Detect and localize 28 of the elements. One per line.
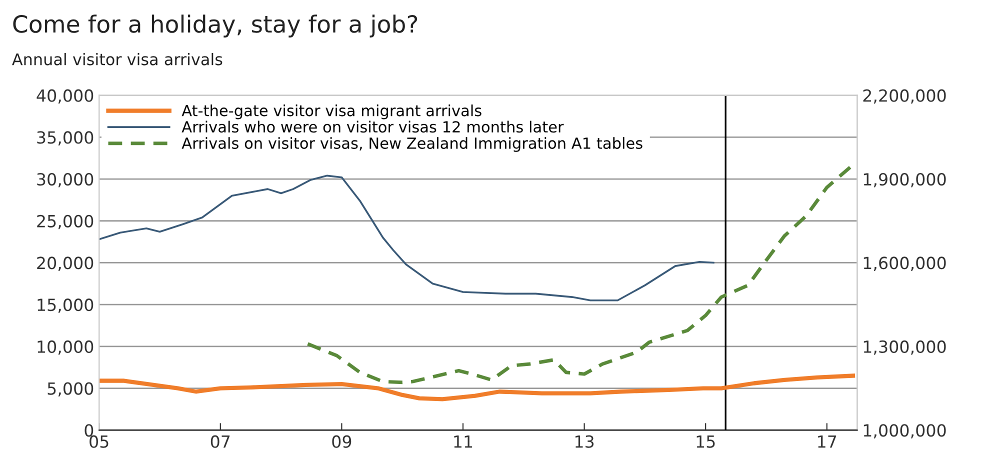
chart-subtitle: Annual visitor visa arrivals: [12, 52, 222, 66]
x-tick-label: 17: [818, 436, 836, 448]
y-tick-label: 0: [84, 424, 94, 437]
y2-tick-label: 1,600,000: [864, 256, 946, 271]
line-series: [99, 174, 714, 302]
line-series: [99, 374, 856, 402]
chart-title: Come for a holiday, stay for a job?: [13, 14, 418, 38]
x-tick-label: 15: [696, 436, 715, 448]
y-tick-label: 5,000: [48, 382, 94, 397]
y2-tick-label: 2,200,000: [863, 89, 946, 104]
y-tick-label: 30,000: [37, 172, 94, 188]
y-tick-label: 15,000: [38, 298, 94, 313]
x-tick-label: 13: [576, 435, 594, 448]
legend-label: Arrivals on visitor visas, New Zealand Immigration A1 tables: [182, 137, 642, 152]
y-tick-label: 40,000: [36, 89, 94, 104]
y-tick-label: 20,000: [37, 256, 94, 271]
y-tick-label: 25,000: [37, 214, 94, 230]
y2-tick-label: 1,900,000: [864, 172, 946, 188]
y2-tick-label: 1,000,000: [864, 424, 946, 438]
y-tick-label: 10,000: [38, 340, 94, 355]
legend-label: At-the-gate visitor visa migrant arrivals: [182, 104, 482, 120]
y-tick-label: 35,000: [37, 131, 94, 146]
x-tick-label: 07: [210, 435, 230, 448]
legend-label: Arrivals who were on visitor visas 12 months later: [182, 120, 564, 133]
x-tick-label: 05: [90, 435, 108, 448]
y2-tick-label: 1,300,000: [864, 340, 946, 355]
x-tick-label: 11: [454, 436, 472, 448]
x-tick-label: 09: [332, 435, 352, 448]
